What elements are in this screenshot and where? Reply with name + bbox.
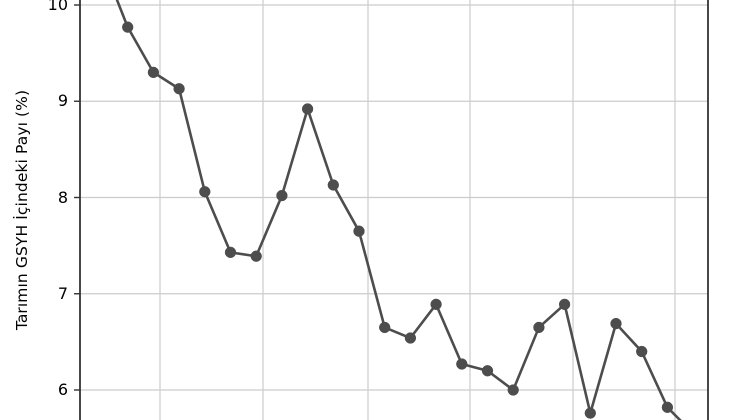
y-tick-label: 9	[57, 91, 68, 111]
horizontal-gridlines	[80, 4, 708, 391]
vertical-gridlines	[159, 0, 676, 420]
data-series-line	[115, 0, 682, 420]
y-tick-label: 10	[47, 0, 68, 14]
y-tick-label: 7	[57, 283, 68, 303]
y-tick-label: 8	[57, 187, 68, 207]
y-tick-label: 6	[57, 380, 68, 399]
data-point-markers	[122, 21, 674, 419]
y-axis-tick-labels: 6 7 8 9 10	[0, 0, 80, 420]
axis-spines	[79, 0, 709, 420]
y-axis-ticks	[74, 4, 80, 391]
